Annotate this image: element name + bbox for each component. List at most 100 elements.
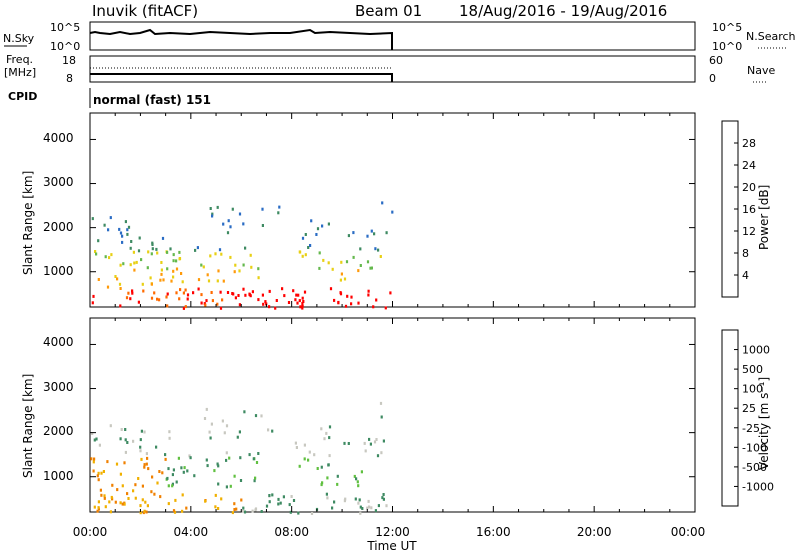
echo-cell bbox=[205, 458, 208, 462]
echo-cell bbox=[143, 430, 146, 434]
echo-cell bbox=[166, 304, 169, 308]
nsky-trace bbox=[89, 28, 393, 50]
echo-cell bbox=[382, 493, 385, 496]
echo-cell bbox=[352, 255, 355, 259]
power-heatmap bbox=[91, 201, 394, 310]
echo-cell bbox=[161, 471, 164, 475]
echo-cell bbox=[283, 294, 286, 298]
echo-cell bbox=[359, 264, 362, 267]
echo-cell bbox=[121, 240, 124, 244]
echo-cell bbox=[249, 253, 252, 257]
echo-cell bbox=[149, 276, 152, 280]
echo-cell bbox=[308, 450, 311, 454]
echo-cell bbox=[301, 306, 304, 310]
echo-cell bbox=[271, 493, 274, 497]
echo-cell bbox=[145, 452, 148, 456]
echo-cell bbox=[175, 291, 178, 295]
echo-cell bbox=[257, 267, 260, 271]
echo-cell bbox=[159, 495, 162, 499]
cpid-text: normal (fast) 151 bbox=[93, 93, 211, 107]
echo-cell bbox=[140, 429, 143, 433]
echo-cell bbox=[238, 212, 242, 216]
echo-cell bbox=[150, 490, 153, 494]
echo-cell bbox=[118, 282, 122, 286]
colorbar-tick-label: 100 bbox=[742, 383, 763, 396]
echo-cell bbox=[282, 495, 285, 499]
echo-cell bbox=[91, 432, 94, 435]
echo-cell bbox=[241, 509, 244, 513]
echo-cell bbox=[90, 457, 93, 461]
nave-label: Nave bbox=[747, 64, 775, 77]
freq-unit: [MHz] bbox=[4, 66, 36, 79]
echo-cell bbox=[114, 275, 117, 278]
echo-cell bbox=[248, 453, 251, 457]
echo-cell bbox=[242, 506, 245, 510]
velocity-ytick: 3000 bbox=[43, 380, 74, 394]
nsky-tick-bottom: 10^0 bbox=[50, 40, 80, 53]
echo-cell bbox=[100, 471, 103, 475]
echo-cell bbox=[294, 441, 297, 445]
echo-cell bbox=[134, 483, 137, 487]
echo-cell bbox=[197, 278, 201, 282]
echo-cell bbox=[177, 456, 180, 460]
power-panel-frame bbox=[89, 112, 696, 308]
echo-cell bbox=[120, 428, 123, 431]
echo-cell bbox=[329, 287, 333, 291]
echo-cell bbox=[304, 233, 307, 236]
echo-cell bbox=[167, 467, 170, 471]
echo-cell bbox=[96, 474, 99, 478]
echo-cell bbox=[257, 452, 260, 455]
echo-cell bbox=[137, 249, 141, 253]
echo-cell bbox=[219, 306, 223, 310]
echo-cell bbox=[277, 502, 280, 506]
echo-cell bbox=[114, 500, 117, 504]
echo-cell bbox=[325, 492, 328, 496]
echo-cell bbox=[93, 438, 96, 442]
echo-cell bbox=[188, 454, 191, 458]
freq-trace bbox=[90, 73, 393, 82]
echo-cell bbox=[216, 205, 219, 209]
echo-cell bbox=[172, 253, 175, 257]
echo-cell bbox=[209, 254, 212, 258]
echo-cell bbox=[166, 267, 169, 271]
echo-cell bbox=[375, 298, 378, 302]
echo-cell bbox=[182, 291, 185, 295]
echo-cell bbox=[130, 240, 133, 243]
echo-cell bbox=[111, 483, 114, 487]
echo-cell bbox=[96, 509, 99, 513]
axis-tick-marks bbox=[89, 113, 696, 512]
echo-cell bbox=[227, 219, 230, 223]
echo-cell bbox=[328, 425, 332, 429]
echo-cell bbox=[274, 306, 277, 310]
colorbar-tick-label: 25 bbox=[742, 402, 756, 415]
echo-cell bbox=[347, 234, 350, 238]
echo-cell bbox=[202, 265, 205, 269]
beam-label: Beam 01 bbox=[355, 2, 422, 20]
echo-cell bbox=[278, 205, 281, 209]
echo-cell bbox=[129, 246, 132, 250]
echo-cell bbox=[370, 506, 373, 510]
velocity-colorbar: 1000 500 100 25 -25 -100 -500 -1000 bbox=[721, 329, 774, 507]
power-colorbar: 28 24 20 16 12 8 4 bbox=[721, 120, 756, 298]
echo-cell bbox=[151, 243, 154, 246]
echo-cell bbox=[171, 482, 174, 486]
echo-cell bbox=[115, 462, 119, 466]
echo-cell bbox=[248, 293, 251, 297]
echo-cell bbox=[222, 222, 225, 226]
echo-cell bbox=[218, 248, 222, 252]
echo-cell bbox=[122, 262, 125, 266]
velocity-cbar-label: Velocity [m s⁻¹] bbox=[757, 377, 771, 470]
echo-cell bbox=[211, 212, 214, 216]
echo-cell bbox=[145, 510, 148, 514]
x-tick: 20:00 bbox=[577, 525, 612, 539]
echo-cell bbox=[350, 302, 353, 306]
echo-cell bbox=[110, 253, 113, 257]
echo-cell bbox=[147, 250, 150, 254]
echo-cell bbox=[119, 304, 122, 308]
freq-label: Freq. bbox=[6, 53, 33, 66]
echo-cell bbox=[98, 443, 101, 447]
echo-cell bbox=[350, 295, 353, 299]
echo-cell bbox=[91, 301, 94, 305]
echo-cell bbox=[119, 437, 122, 441]
echo-cell bbox=[104, 255, 107, 259]
